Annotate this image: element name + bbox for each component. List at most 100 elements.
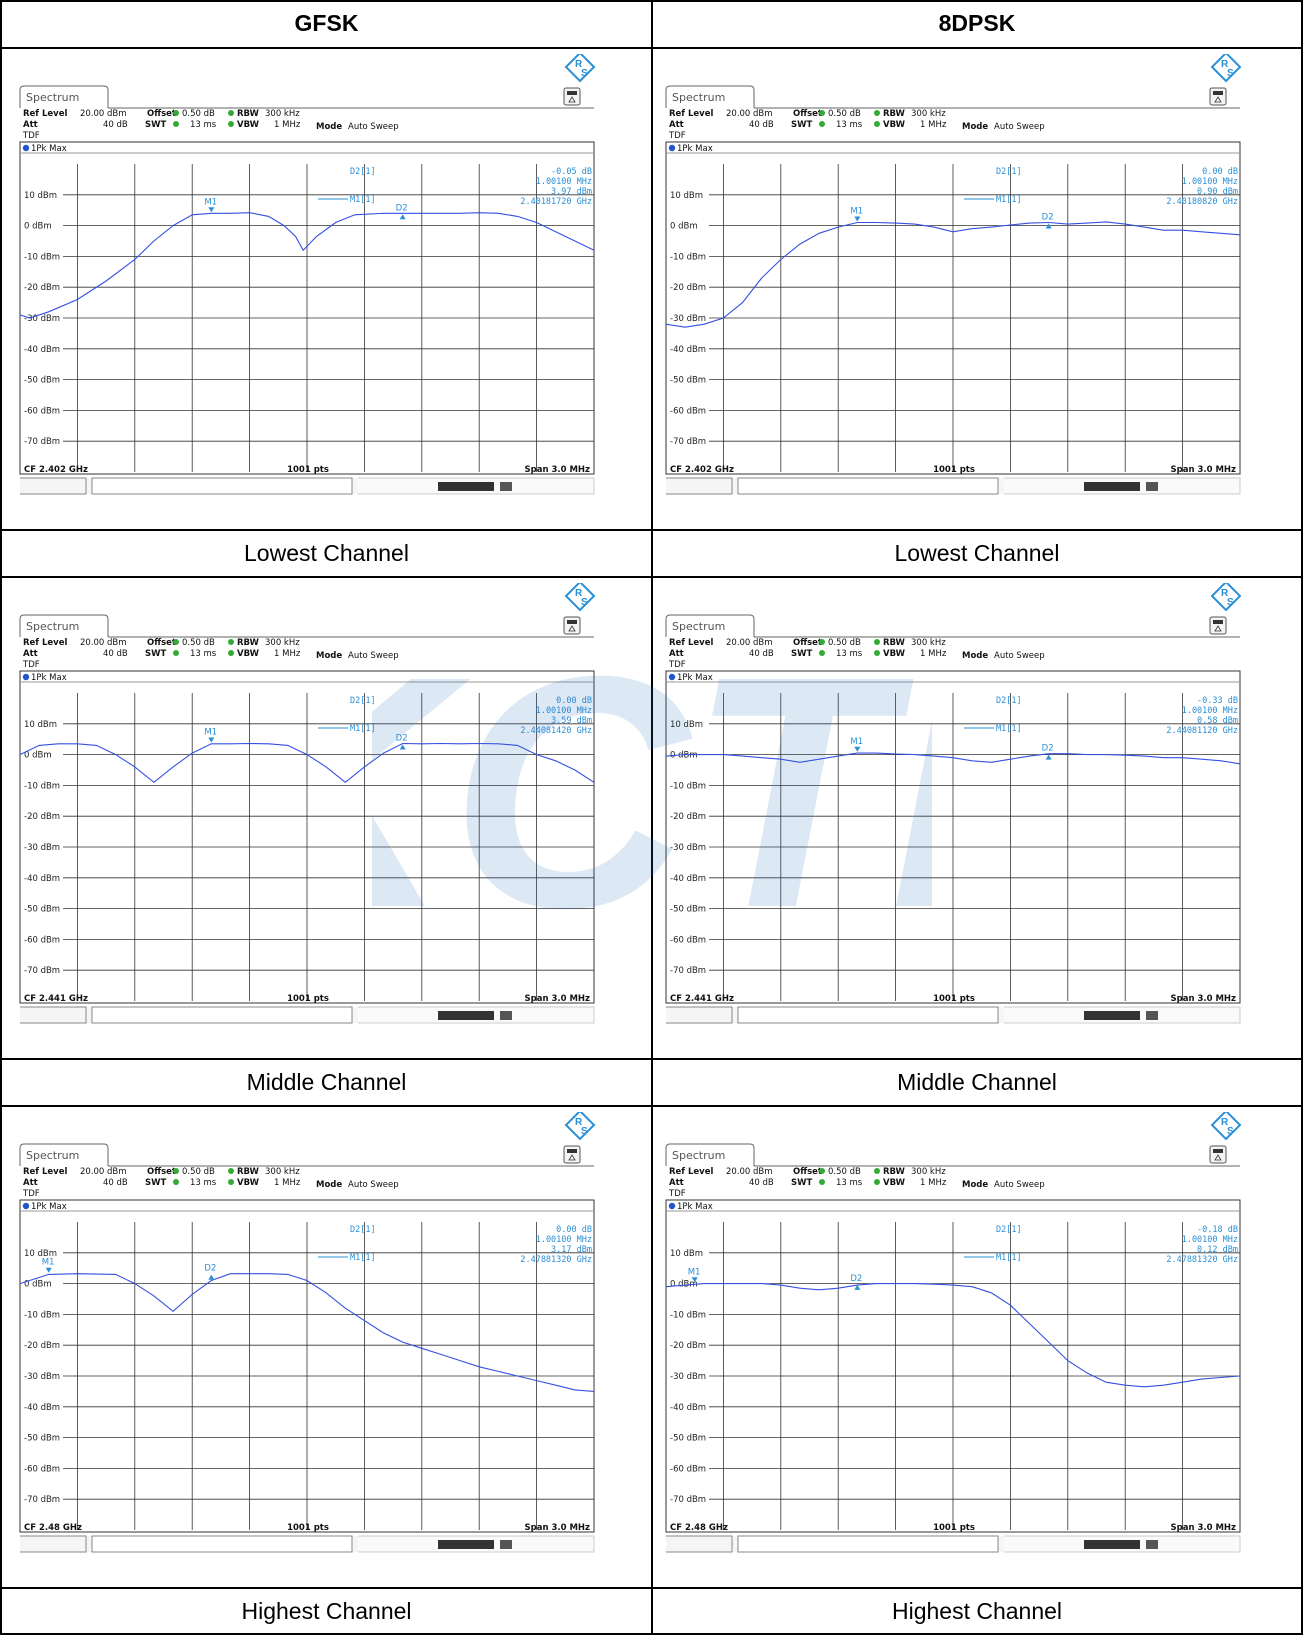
y-tick-label: -50 dBm [670, 905, 706, 915]
y-tick-label: -70 dBm [670, 966, 706, 976]
m1-label: M1[1] [350, 195, 376, 205]
status-box-left [20, 1535, 87, 1553]
spectrum-svg: RS Spectrum Ref Level 20.00 dBm Offset 0.50 d… [19, 583, 596, 1024]
rs-logo-icon: RS [1210, 54, 1242, 83]
header-field: 300 kHz [265, 638, 300, 648]
header-field: RBW [883, 1167, 906, 1177]
header-field: 20.00 dBm [80, 1167, 127, 1177]
rs-logo-s: S [1227, 68, 1234, 79]
header-field: 0.50 dB [828, 638, 861, 648]
battery-icon [563, 1145, 581, 1164]
center-frequency-label: CF 2.402 GHz [24, 465, 88, 475]
rs-logo-r: R [575, 1117, 583, 1128]
indicator-dot [874, 1179, 880, 1185]
span-label: Span 3.0 MHz [1171, 994, 1237, 1004]
battery-icon-bar [1213, 91, 1223, 95]
status-box-left [666, 1535, 733, 1553]
trace-indicator-icon [22, 1202, 30, 1210]
y-tick-label: -60 dBm [670, 935, 706, 945]
spectrum-tab [19, 1143, 109, 1166]
caption-8dpsk-lowest: Lowest Channel [894, 540, 1060, 566]
battery-icon [563, 87, 581, 106]
m1-level-value: 3.97 dBm [551, 187, 592, 197]
header-field: SWT [791, 649, 812, 659]
trace-label: 1Pk Max [31, 673, 67, 683]
status-box-main [737, 477, 999, 495]
rs-logo-r: R [575, 588, 583, 599]
trace-label: 1Pk Max [677, 144, 713, 154]
header-field: 40 dB [103, 649, 128, 659]
y-tick-label: -20 dBm [24, 812, 60, 822]
d2-freq-value: 1.00100 MHz [1182, 1235, 1238, 1245]
y-tick-label: -50 dBm [24, 905, 60, 915]
header-field: 13 ms [190, 120, 217, 130]
column-header-gfsk: GFSK [294, 10, 359, 36]
trace-indicator-icon [22, 673, 30, 681]
m1-marker-label: M1 [850, 737, 863, 747]
header-field: VBW [883, 1178, 906, 1188]
indicator-dot [819, 650, 825, 656]
header-field: 40 dB [103, 1178, 128, 1188]
header-field: 40 dB [103, 120, 128, 130]
d2-delta-value: 0.00 dB [556, 696, 592, 706]
m1-marker-label: M1 [204, 197, 217, 207]
rs-logo-r: R [1221, 1117, 1229, 1128]
span-label: Span 3.0 MHz [525, 994, 591, 1004]
d2-freq-value: 1.00100 MHz [1182, 177, 1238, 187]
status-box-left [666, 1006, 733, 1024]
battery-icon-bar [1213, 1149, 1223, 1153]
header-field: 300 kHz [265, 109, 300, 119]
y-tick-label: -40 dBm [24, 874, 60, 884]
rs-logo-diamond [1210, 1112, 1242, 1141]
header-field: 13 ms [836, 1178, 863, 1188]
spectrum-tab-label: Spectrum [672, 1149, 725, 1162]
header-field: Auto Sweep [348, 651, 399, 661]
spectrum-panel-gfsk-middle: R S Spectrum Ref Level 20.00 dBm Offset 0.50 d… [18, 583, 596, 1054]
header-field: SWT [145, 120, 166, 130]
d2-marker-icon [1045, 223, 1052, 229]
header-field: 1 MHz [920, 1178, 947, 1188]
header-field: SWT [145, 649, 166, 659]
table-border [1301, 0, 1303, 1635]
center-frequency-label: CF 2.48 GHz [670, 1523, 728, 1533]
y-tick-label: -40 dBm [670, 345, 706, 355]
span-label: Span 3.0 MHz [1171, 1523, 1237, 1533]
header-field: VBW [237, 1178, 260, 1188]
y-tick-label: 10 dBm [24, 1249, 57, 1259]
indicator-dot [228, 1168, 234, 1174]
y-tick-label: 0 dBm [670, 1280, 698, 1290]
grid [63, 164, 594, 472]
y-tick-label: -70 dBm [24, 1495, 60, 1505]
indicator-dot [173, 1179, 179, 1185]
y-tick-label: -40 dBm [24, 1403, 60, 1413]
y-tick-label: -20 dBm [24, 283, 60, 293]
m1-marker-icon [854, 746, 861, 752]
y-tick-label: 0 dBm [24, 222, 52, 232]
rs-logo-diamond [564, 1112, 596, 1141]
header-field: 40 dB [749, 1178, 774, 1188]
header-field: 300 kHz [911, 638, 946, 648]
header-field: 13 ms [190, 649, 217, 659]
grid [63, 1222, 594, 1530]
rs-logo-diamond [1210, 54, 1242, 83]
header-field: VBW [237, 120, 260, 130]
header-field: Auto Sweep [994, 651, 1045, 661]
m1-marker-icon [691, 1277, 698, 1283]
trace-indicator-icon [668, 673, 676, 681]
grid [63, 693, 594, 1001]
y-tick-label: 0 dBm [670, 222, 698, 232]
header-field: 1 MHz [274, 1178, 301, 1188]
battery-icon-triangle [568, 96, 576, 103]
header-field: 1 MHz [274, 120, 301, 130]
header-field: Att [669, 1178, 684, 1188]
progress-indicator [438, 482, 494, 491]
indicator-dot [173, 110, 179, 116]
header-field: SWT [791, 1178, 812, 1188]
header-field: Offset [147, 638, 176, 648]
rs-logo-s: S [581, 1126, 588, 1137]
d2-marker-icon [399, 744, 406, 750]
header-field: 13 ms [836, 120, 863, 130]
header-field: Att [23, 1178, 38, 1188]
trace-line [19, 1273, 595, 1392]
center-frequency-label: CF 2.441 GHz [670, 994, 734, 1004]
